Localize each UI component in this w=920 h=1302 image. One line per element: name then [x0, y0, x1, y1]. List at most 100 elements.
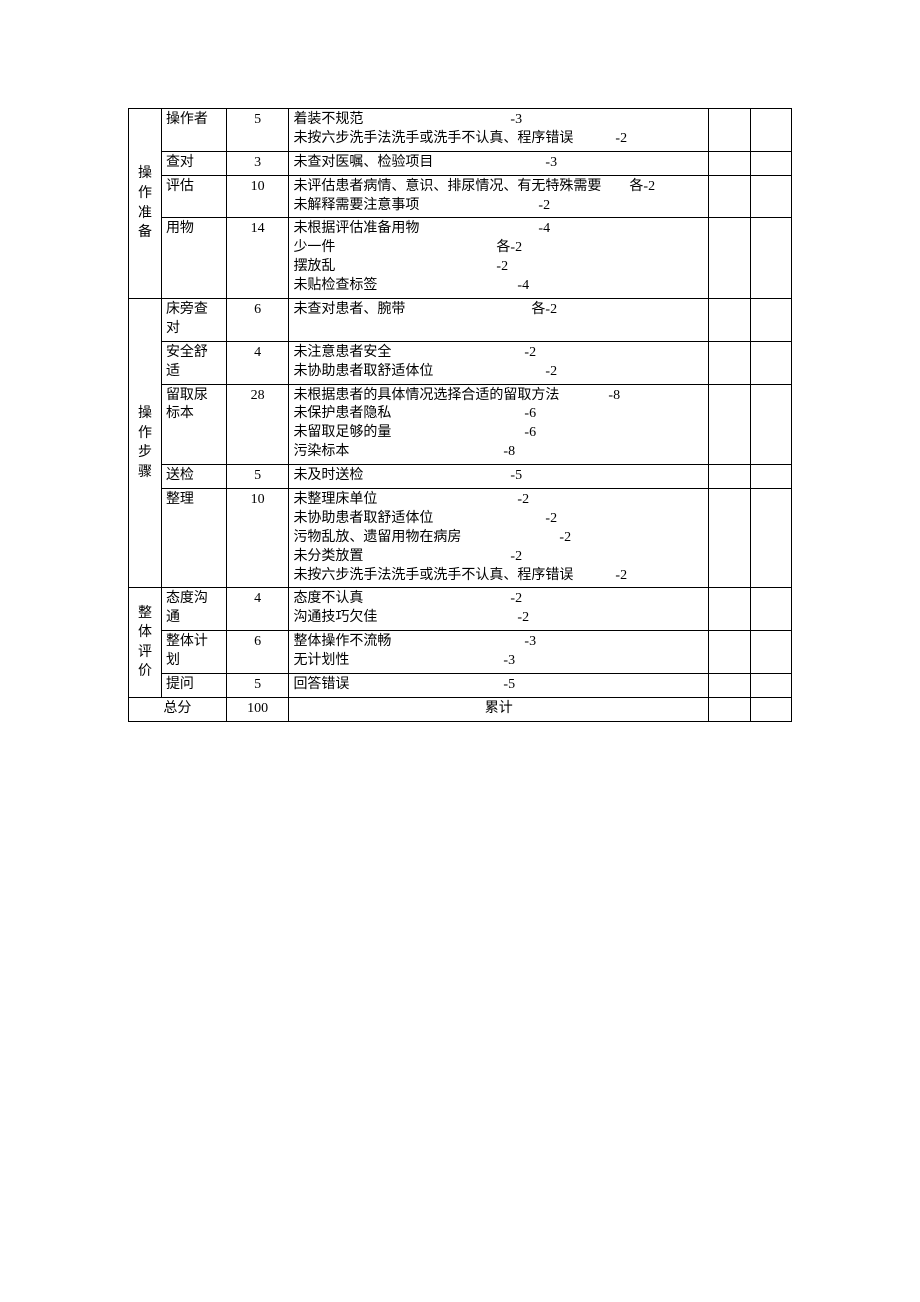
detail-line: 少一件 各-2: [293, 239, 704, 258]
blank-cell: [750, 175, 791, 218]
category-char: 评: [133, 643, 157, 663]
table-row: 留取尿标本28未根据患者的具体情况选择合适的留取方法 -8未保护患者隐私 -6未…: [129, 384, 792, 465]
item-cell: 床旁查对: [161, 299, 226, 342]
table-row: 整体评价态度沟通4态度不认真 -2沟通技巧欠佳 -2: [129, 588, 792, 631]
blank-cell: [750, 465, 791, 489]
total-score-cell: 100: [226, 697, 289, 721]
blank-cell: [750, 674, 791, 698]
score-cell: 10: [226, 489, 289, 588]
item-cell: 用物: [161, 218, 226, 299]
table-row: 安全舒适4未注意患者安全 -2未协助患者取舒适体位 -2: [129, 341, 792, 384]
blank-cell: [709, 465, 750, 489]
item-cell: 评估: [161, 175, 226, 218]
detail-line: 未根据评估准备用物 -4: [293, 220, 704, 239]
item-cell: 态度沟通: [161, 588, 226, 631]
blank-cell: [750, 218, 791, 299]
detail-cell: 回答错误 -5: [289, 674, 709, 698]
category-char: 体: [133, 623, 157, 643]
blank-cell: [750, 588, 791, 631]
blank-cell: [709, 697, 750, 721]
score-cell: 5: [226, 465, 289, 489]
table-row: 送检5未及时送检 -5: [129, 465, 792, 489]
detail-cell: 未根据评估准备用物 -4少一件 各-2摆放乱 -2未贴检查标签 -4: [289, 218, 709, 299]
detail-line: 未按六步洗手法洗手或洗手不认真、程序错误 -2: [293, 130, 704, 149]
blank-cell: [709, 299, 750, 342]
detail-line: 未根据患者的具体情况选择合适的留取方法 -8: [293, 387, 704, 406]
score-cell: 6: [226, 299, 289, 342]
table-row: 用物14未根据评估准备用物 -4少一件 各-2摆放乱 -2未贴检查标签 -4: [129, 218, 792, 299]
detail-line: 未分类放置 -2: [293, 548, 704, 567]
detail-line: 无计划性 -3: [293, 652, 704, 671]
detail-line: 未协助患者取舒适体位 -2: [293, 363, 704, 382]
detail-line: 未按六步洗手法洗手或洗手不认真、程序错误 -2: [293, 567, 704, 586]
table-row: 评估10未评估患者病情、意识、排尿情况、有无特殊需要 各-2未解释需要注意事项 …: [129, 175, 792, 218]
detail-line: 未贴检查标签 -4: [293, 277, 704, 296]
blank-cell: [709, 674, 750, 698]
detail-line: 未评估患者病情、意识、排尿情况、有无特殊需要 各-2: [293, 178, 704, 197]
score-cell: 6: [226, 631, 289, 674]
score-cell: 10: [226, 175, 289, 218]
detail-line: 未解释需要注意事项 -2: [293, 197, 704, 216]
table-row: 查对3未查对医嘱、检验项目 -3: [129, 151, 792, 175]
category-char: 备: [133, 223, 157, 243]
category-char: 作: [133, 184, 157, 204]
table-row: 提问5回答错误 -5: [129, 674, 792, 698]
item-cell: 整理: [161, 489, 226, 588]
category-char: 价: [133, 662, 157, 682]
category-char: 准: [133, 204, 157, 224]
blank-cell: [750, 151, 791, 175]
detail-line: 未查对医嘱、检验项目 -3: [293, 154, 704, 173]
score-cell: 5: [226, 109, 289, 152]
blank-cell: [750, 631, 791, 674]
item-cell: 操作者: [161, 109, 226, 152]
detail-line: 摆放乱 -2: [293, 258, 704, 277]
blank-cell: [750, 384, 791, 465]
blank-cell: [709, 218, 750, 299]
detail-line: 未整理床单位 -2: [293, 491, 704, 510]
blank-cell: [750, 341, 791, 384]
total-label-cell: 总分: [129, 697, 227, 721]
detail-line: 态度不认真 -2: [293, 590, 704, 609]
detail-line: 沟通技巧欠佳 -2: [293, 609, 704, 628]
detail-cell: 未及时送检 -5: [289, 465, 709, 489]
item-cell: 整体计划: [161, 631, 226, 674]
total-row: 总分100累计: [129, 697, 792, 721]
total-detail-cell: 累计: [289, 697, 709, 721]
item-cell: 安全舒适: [161, 341, 226, 384]
category-char: 作: [133, 424, 157, 444]
detail-line: 未留取足够的量 -6: [293, 424, 704, 443]
blank-cell: [750, 299, 791, 342]
category-cell: 操作步骤: [129, 299, 162, 588]
blank-cell: [750, 109, 791, 152]
category-char: 步: [133, 443, 157, 463]
blank-cell: [709, 384, 750, 465]
page: 操作准备操作者5着装不规范 -3未按六步洗手法洗手或洗手不认真、程序错误 -2查…: [0, 0, 920, 1302]
detail-line: 污物乱放、遗留用物在病房 -2: [293, 529, 704, 548]
detail-cell: 态度不认真 -2沟通技巧欠佳 -2: [289, 588, 709, 631]
detail-line: 未保护患者隐私 -6: [293, 405, 704, 424]
blank-cell: [709, 341, 750, 384]
score-cell: 4: [226, 588, 289, 631]
category-char: 操: [133, 404, 157, 424]
detail-line: 未查对患者、腕带 各-2: [293, 301, 704, 320]
detail-cell: 未评估患者病情、意识、排尿情况、有无特殊需要 各-2未解释需要注意事项 -2: [289, 175, 709, 218]
item-cell: 提问: [161, 674, 226, 698]
detail-line: 整体操作不流畅 -3: [293, 633, 704, 652]
table-row: 操作步骤床旁查对6未查对患者、腕带 各-2: [129, 299, 792, 342]
detail-line: 未协助患者取舒适体位 -2: [293, 510, 704, 529]
item-cell: 留取尿标本: [161, 384, 226, 465]
category-cell: 操作准备: [129, 109, 162, 299]
table-row: 整理10未整理床单位 -2未协助患者取舒适体位 -2污物乱放、遗留用物在病房 -…: [129, 489, 792, 588]
detail-line: 回答错误 -5: [293, 676, 704, 695]
blank-cell: [750, 697, 791, 721]
detail-cell: 着装不规范 -3未按六步洗手法洗手或洗手不认真、程序错误 -2: [289, 109, 709, 152]
score-cell: 4: [226, 341, 289, 384]
score-cell: 28: [226, 384, 289, 465]
tbody: 操作准备操作者5着装不规范 -3未按六步洗手法洗手或洗手不认真、程序错误 -2查…: [129, 109, 792, 722]
score-cell: 5: [226, 674, 289, 698]
detail-cell: 未查对医嘱、检验项目 -3: [289, 151, 709, 175]
category-cell: 整体评价: [129, 588, 162, 697]
blank-cell: [709, 489, 750, 588]
table-row: 操作准备操作者5着装不规范 -3未按六步洗手法洗手或洗手不认真、程序错误 -2: [129, 109, 792, 152]
item-cell: 送检: [161, 465, 226, 489]
